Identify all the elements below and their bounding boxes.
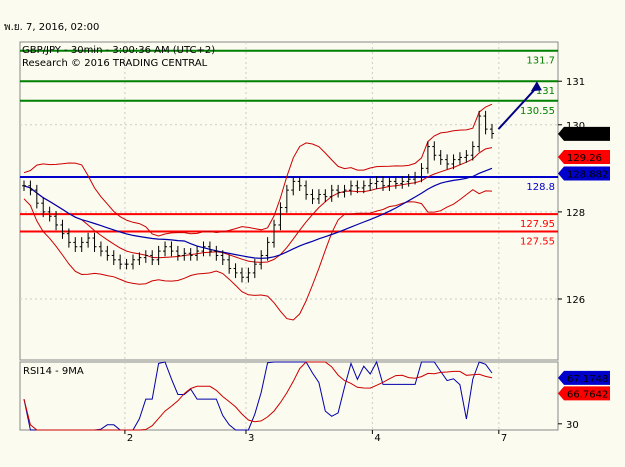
level-label: 127.95 xyxy=(520,219,555,230)
rsi-tick-label: 30 xyxy=(566,420,579,431)
bollinger-bands xyxy=(23,103,493,321)
level-label: 130.55 xyxy=(520,106,555,117)
x-axis: 2 3 4 7 xyxy=(124,430,507,444)
target-arrow xyxy=(497,86,538,130)
y-tick-label: 130 xyxy=(566,121,585,132)
rsi-tag-label: 67.1748 xyxy=(567,374,608,385)
main-plot-area xyxy=(19,41,559,361)
price-tag-label: 129.26 xyxy=(567,153,602,164)
y-tick-label: 131 xyxy=(566,77,585,88)
chart-subtitle: Research © 2016 TRADING CENTRAL xyxy=(22,58,208,69)
price-tag xyxy=(558,166,610,181)
middle-band xyxy=(23,147,493,263)
y-axis: 126 128 130 131 xyxy=(558,77,585,306)
lower-band xyxy=(23,189,493,321)
moving-average xyxy=(23,167,493,259)
rsi-ma-line xyxy=(23,361,493,431)
rsi-tag-label: 66.7642 xyxy=(567,389,608,400)
rsi-line xyxy=(23,360,493,431)
upper-band xyxy=(23,103,493,237)
chart-title: GBP/JPY - 30min - 3:00:36 AM (UTC+2) xyxy=(22,45,215,56)
level-label: 127.55 xyxy=(520,236,555,247)
price-tag xyxy=(558,126,610,141)
level-lines: 131.7 131 130.55 128.8 127.95 127.55 xyxy=(20,49,558,247)
level-label: 128.8 xyxy=(526,182,555,193)
rsi-tag xyxy=(558,386,610,401)
rsi-tag xyxy=(558,370,610,385)
y-tick-label: 126 xyxy=(566,295,585,306)
x-tick-label: 2 xyxy=(127,433,133,444)
rsi-title: RSI14 - 9MA xyxy=(23,366,84,377)
grid xyxy=(20,42,558,430)
level-label: 131 xyxy=(536,86,555,97)
price-tags: 129.792 129.26 128.882 xyxy=(558,126,610,181)
price-tag-label: 128.882 xyxy=(567,169,608,180)
price-tag xyxy=(558,150,610,165)
candles xyxy=(22,81,542,283)
x-tick-label: 3 xyxy=(248,433,254,444)
x-tick-label: 4 xyxy=(374,433,380,444)
chart-date: พ.ย. 7, 2016, 02:00 xyxy=(4,22,100,33)
y-tick-label: 128 xyxy=(566,208,585,219)
price-tag-label: 129.792 xyxy=(567,130,608,141)
level-label: 131.7 xyxy=(526,56,555,67)
rsi-indicator: 30 67.1748 66.7642 xyxy=(23,360,610,431)
x-tick-label: 7 xyxy=(501,433,507,444)
rsi-plot-area xyxy=(19,361,559,431)
target-arrow-head xyxy=(530,81,542,92)
